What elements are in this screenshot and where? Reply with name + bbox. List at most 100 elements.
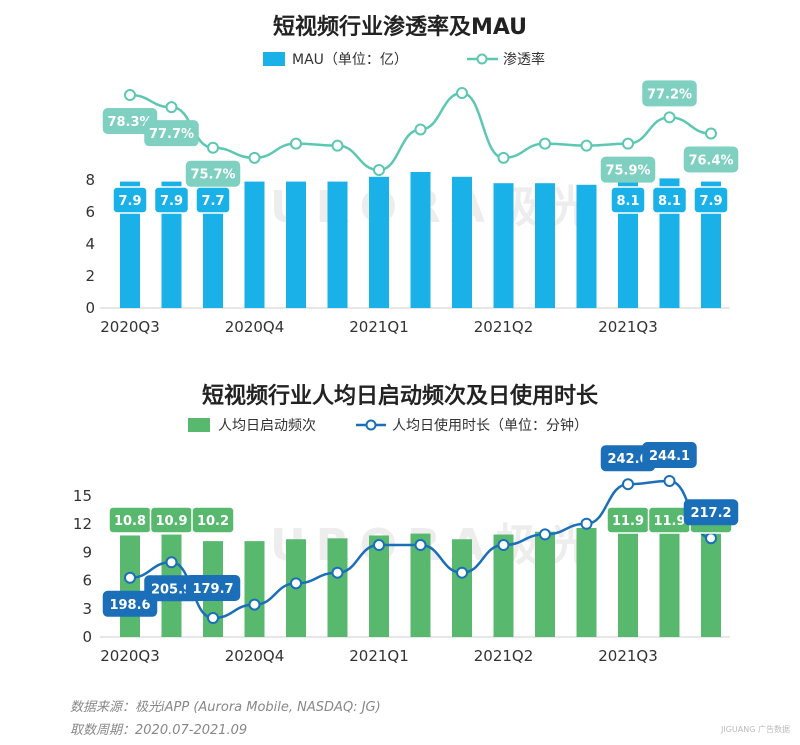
- legend-mau-label: MAU（单位：亿）: [292, 52, 408, 68]
- line-label-box: [642, 80, 697, 107]
- line-point: [165, 101, 178, 114]
- y-tick-label: 0: [85, 299, 95, 317]
- line-point: [207, 612, 219, 624]
- x-tick-label: 2020Q3: [100, 318, 160, 336]
- line-point: [373, 164, 385, 176]
- chart2-line: [124, 475, 717, 624]
- line-point: [124, 89, 136, 102]
- bar: [369, 176, 389, 308]
- y-tick-label: 4: [85, 235, 95, 253]
- line-point: [580, 517, 593, 530]
- bar-label-box: [112, 186, 148, 214]
- corner-mark: JIGUANG 广告数据: [721, 725, 790, 734]
- chart1-legend: MAU（单位：亿） 渗透率: [263, 51, 545, 68]
- y-tick-label: 6: [85, 203, 95, 221]
- footer-source: 数据来源：极光iAPP (Aurora Mobile, NASDAQ: JG): [70, 700, 381, 715]
- line-point: [290, 577, 302, 590]
- line-point: [539, 137, 551, 150]
- chart1-title: 短视频行业渗透率及MAU: [273, 14, 527, 40]
- bar-data-label: 10.2: [197, 514, 229, 529]
- line-data-label: 75.9%: [605, 164, 650, 179]
- line-label-box: [185, 575, 241, 601]
- bar: [244, 181, 265, 308]
- line-data-label: 244.1: [649, 449, 690, 464]
- line-point: [248, 151, 261, 164]
- line-data-label: 77.7%: [149, 127, 194, 142]
- line-data-label: 242.6: [607, 452, 648, 467]
- line-label-box: [102, 108, 158, 135]
- y-tick-label: 2: [85, 267, 95, 285]
- line-label-box: [102, 590, 158, 617]
- line-data-label: 205.9: [151, 582, 192, 597]
- bar-label-box: [153, 186, 190, 214]
- line-point: [373, 539, 385, 552]
- line-data-label: 217.2: [690, 506, 731, 521]
- line-point: [580, 139, 593, 152]
- line-data-label: 76.4%: [688, 154, 733, 169]
- line-point: [165, 556, 178, 569]
- line-point: [414, 123, 427, 136]
- bar: [493, 534, 514, 637]
- bar: [244, 541, 265, 637]
- line-point: [497, 151, 510, 164]
- bar-data-label: 11.9: [612, 514, 644, 529]
- bar: [203, 184, 223, 308]
- bar-data-label: 8.1: [658, 194, 681, 209]
- chart1-data-labels: 7.9 7.9 7.7 8.1 8.1 7.9 78.3%77.7% 75.7% 75.9% 77…: [102, 80, 739, 214]
- legend-penetration-label: 渗透率: [503, 51, 545, 68]
- chart-frequency-duration: 短视频行业人均日启动频次及日使用时长 人均日启动频次 人均日使用时长（单位：分钟…: [73, 383, 739, 665]
- footer-period: 取数周期：2020.07-2021.09: [70, 723, 248, 738]
- y-tick-label: 9: [82, 543, 92, 561]
- line-data-label: 77.2%: [647, 87, 692, 102]
- chart-mau-penetration: 短视频行业渗透率及MAU MAU（单位：亿） 渗透率 URORA极光 02468…: [85, 14, 739, 336]
- line-data-label: 78.3%: [107, 115, 152, 130]
- line-point: [290, 137, 302, 150]
- bar: [369, 535, 389, 637]
- line-point: [663, 475, 676, 487]
- bar: [701, 530, 721, 637]
- x-tick-label: 2021Q1: [349, 647, 409, 665]
- line-data-label: 198.6: [109, 598, 150, 613]
- y-tick-label: 0: [82, 628, 92, 646]
- bar: [327, 181, 348, 308]
- line-data-label: 179.7: [192, 582, 233, 597]
- bar-label-box: [195, 186, 231, 214]
- x-tick-label: 2020Q4: [225, 318, 285, 336]
- bar: [493, 183, 514, 308]
- line-point: [331, 566, 344, 579]
- y-tick-label: 15: [73, 487, 92, 505]
- bar-label-box: [191, 506, 235, 534]
- legend-mau-swatch: [263, 52, 285, 66]
- bar-label-box: [651, 186, 688, 214]
- line-label-box: [185, 160, 241, 187]
- bar-data-label: 7.9: [160, 194, 183, 209]
- line-label-box: [144, 120, 199, 147]
- bar-label-box: [610, 186, 646, 214]
- x-tick-label: 2020Q3: [100, 647, 160, 665]
- line-point: [622, 137, 634, 150]
- legend-duration-marker: [365, 419, 377, 431]
- line-point: [207, 141, 219, 154]
- bar-data-label: 7.9: [699, 194, 722, 209]
- y-tick-label: 3: [82, 600, 92, 618]
- bar: [452, 539, 472, 637]
- chart1-axes: 0 2 4 6 8 2020Q3 2020Q4 2021Q1 2021Q2 2021Q3: [85, 171, 730, 336]
- line-point: [414, 539, 427, 552]
- y-tick-label: 12: [73, 515, 92, 533]
- bar-label-box: [693, 186, 729, 214]
- line-point: [124, 571, 136, 584]
- y-tick-label: 8: [85, 171, 95, 189]
- chart2-legend: 人均日启动频次 人均日使用时长（单位：分钟）: [188, 417, 588, 434]
- line-point: [456, 87, 468, 99]
- x-tick-label: 2021Q2: [474, 647, 534, 665]
- line-label-box: [600, 156, 656, 183]
- line-point: [497, 539, 510, 552]
- bar-data-label: 8.1: [616, 194, 639, 209]
- bar: [535, 183, 555, 308]
- line-point: [331, 139, 344, 152]
- line-label-box: [683, 499, 739, 526]
- x-tick-label: 2021Q3: [598, 318, 658, 336]
- bar: [286, 181, 306, 308]
- line-point: [705, 532, 717, 545]
